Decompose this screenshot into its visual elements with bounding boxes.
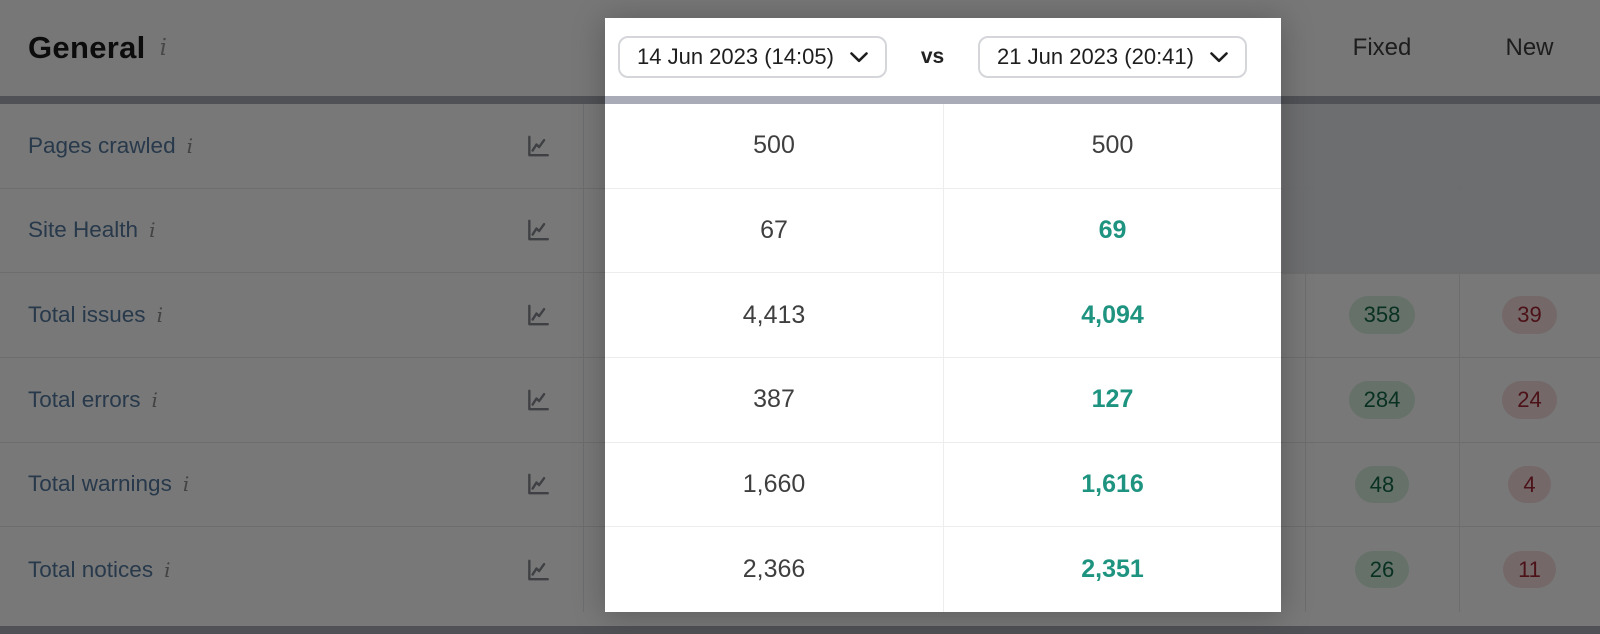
comparison-row: 2,366 2,351 (605, 527, 1281, 612)
value-crawl-b: 4,094 (1081, 300, 1144, 329)
vs-label: vs (920, 45, 945, 68)
panel-header-divider (605, 96, 1281, 104)
crawl-date-b-label: 21 Jun 2023 (20:41) (997, 44, 1194, 69)
comparison-row: 4,413 4,094 (605, 273, 1281, 358)
comparison-panel: 14 Jun 2023 (14:05) vs 21 Jun 2023 (20:4… (605, 18, 1281, 612)
value-crawl-a: 4,413 (605, 273, 944, 357)
comparison-values: 500 500 67 69 4,413 4,094 387 127 1,660 … (605, 104, 1281, 612)
chevron-down-icon (1210, 51, 1228, 62)
value-crawl-a: 500 (605, 104, 944, 188)
value-crawl-a: 1,660 (605, 442, 944, 527)
comparison-row: 1,660 1,616 (605, 442, 1281, 528)
value-crawl-a: 2,366 (605, 527, 944, 612)
chevron-down-icon (850, 51, 868, 62)
value-crawl-b: 69 (1098, 215, 1127, 244)
value-crawl-b: 2,351 (1081, 555, 1144, 584)
crawl-date-select-a[interactable]: 14 Jun 2023 (14:05) (618, 36, 887, 78)
comparison-row: 500 500 (605, 104, 1281, 189)
value-crawl-a: 67 (605, 188, 944, 273)
comparison-row: 387 127 (605, 357, 1281, 443)
value-crawl-b: 500 (1091, 131, 1134, 160)
crawl-date-select-b[interactable]: 21 Jun 2023 (20:41) (978, 36, 1247, 78)
comparison-panel-header: 14 Jun 2023 (14:05) vs 21 Jun 2023 (20:4… (605, 18, 1281, 96)
value-crawl-b: 1,616 (1081, 469, 1144, 498)
value-crawl-a: 387 (605, 357, 944, 442)
crawl-date-a-label: 14 Jun 2023 (14:05) (637, 44, 834, 69)
value-crawl-b: 127 (1091, 385, 1134, 414)
comparison-row: 67 69 (605, 188, 1281, 274)
